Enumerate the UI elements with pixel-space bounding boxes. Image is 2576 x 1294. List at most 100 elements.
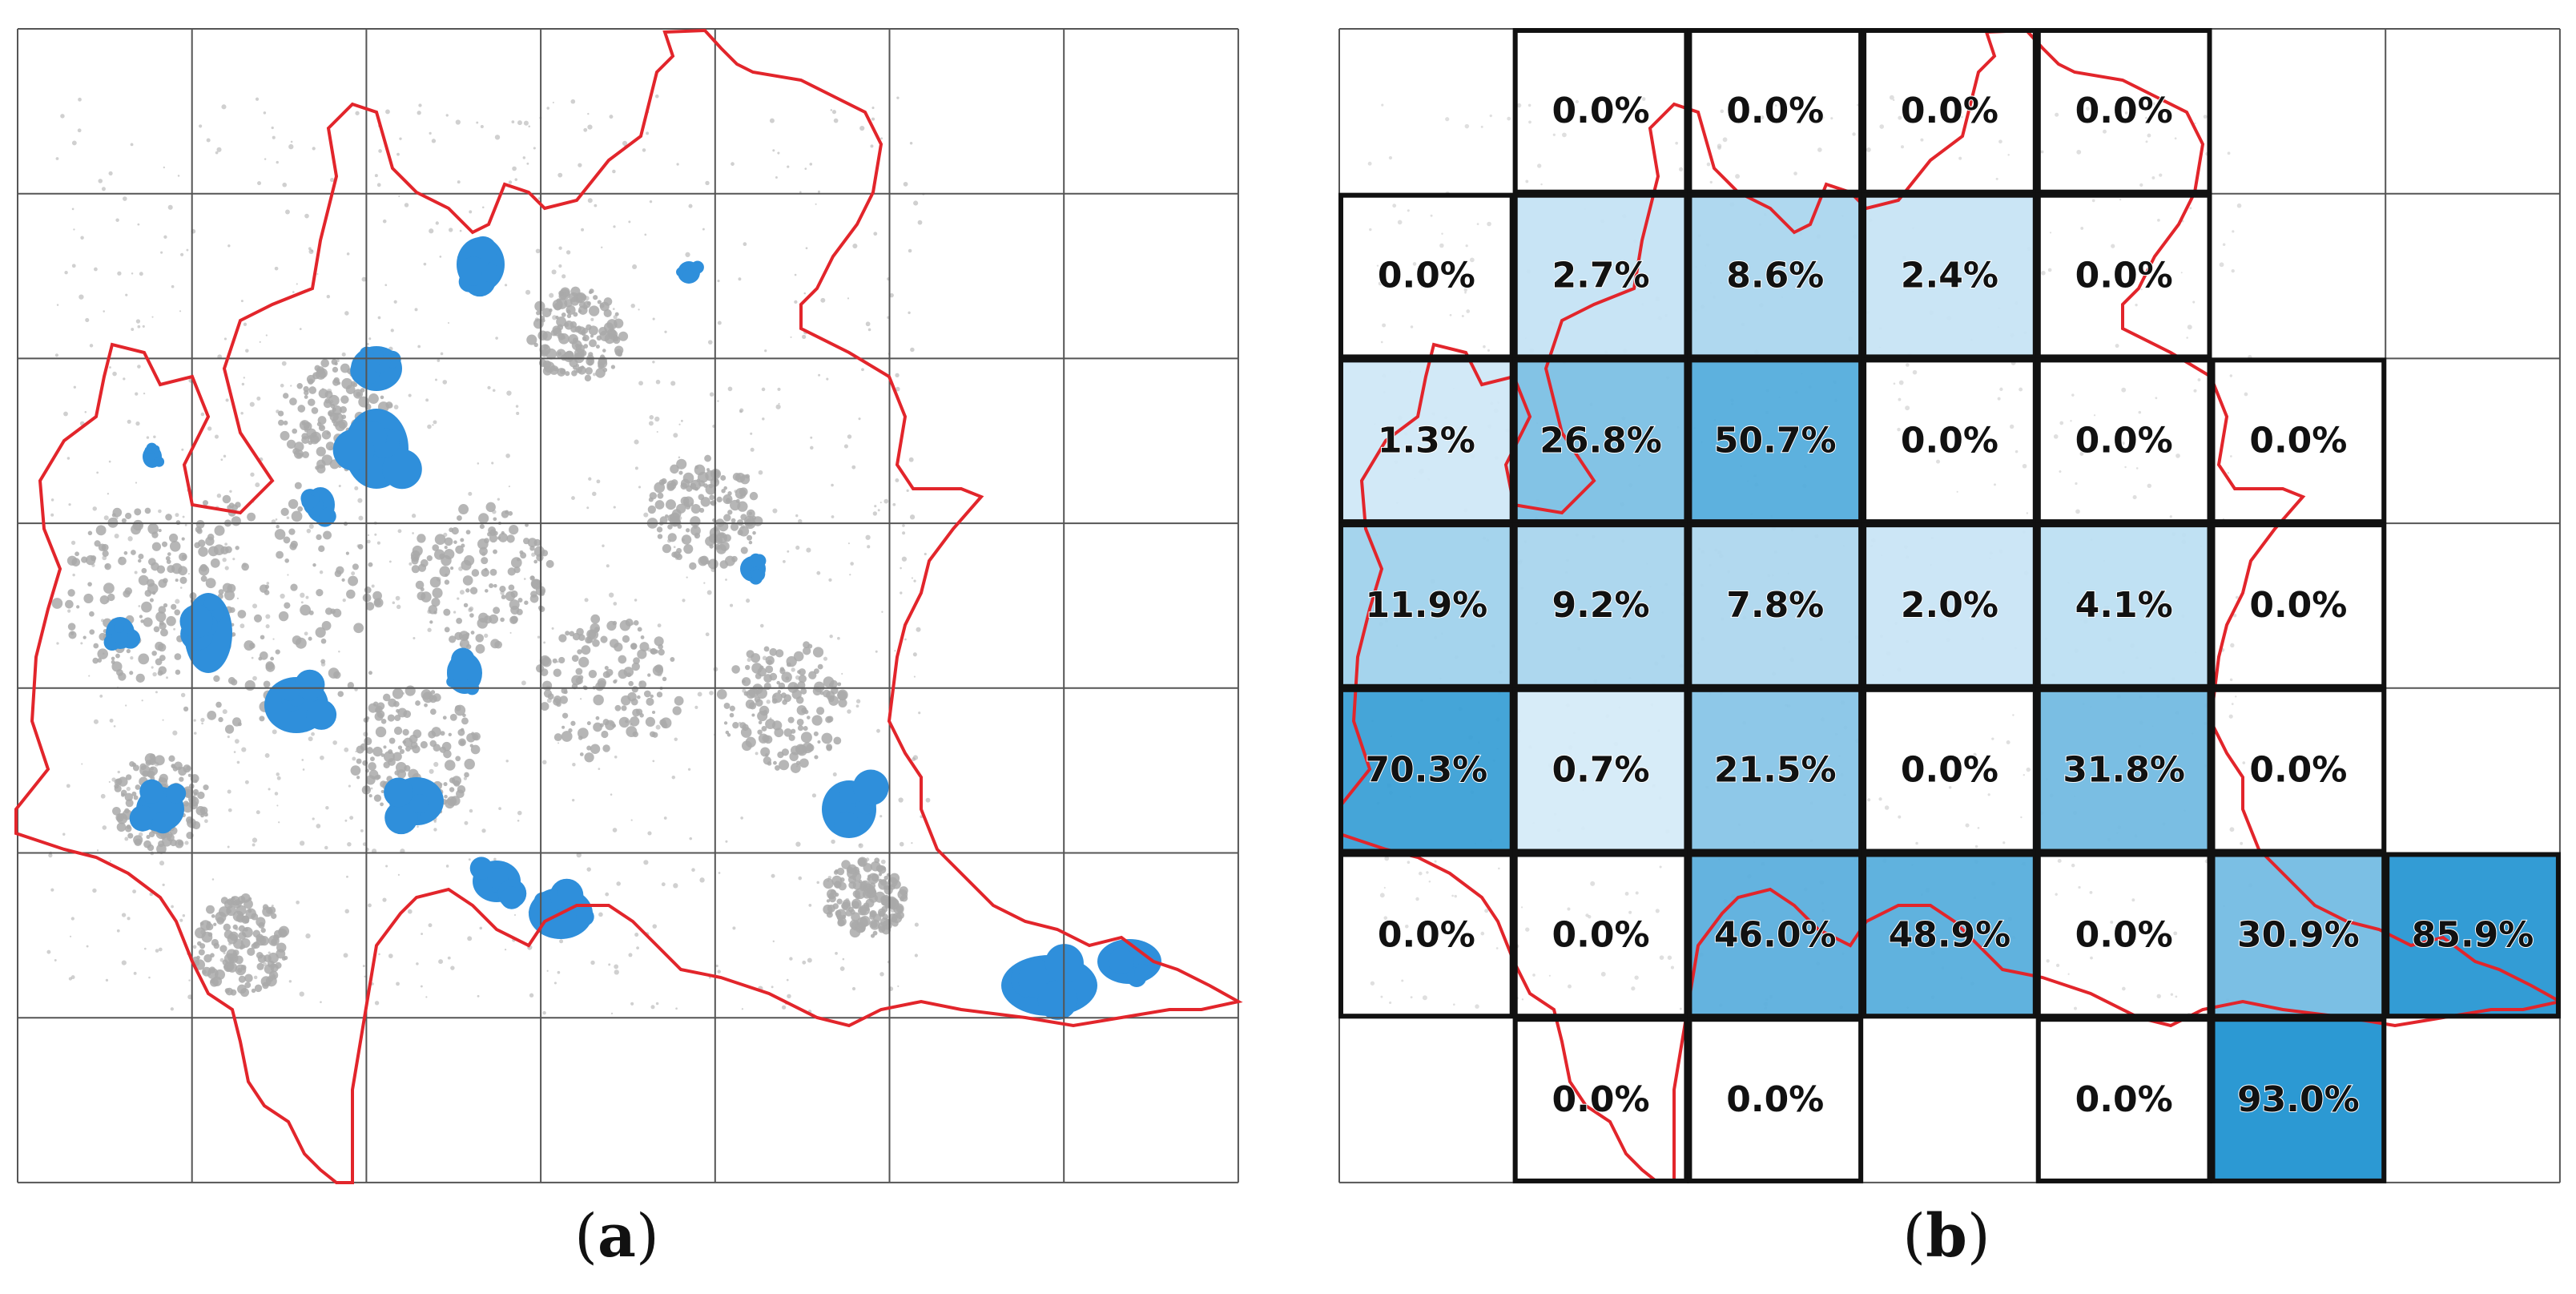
- cell-outline-22: [1512, 687, 1689, 854]
- panel-b-choropleth-cells: [1339, 193, 2560, 1183]
- cell-value-label: 93.0%: [2237, 1079, 2360, 1120]
- panel-b-cell-labels: 0.0% 0.0% 0.0% 0.0% 0.0% 2.7% 8.6% 2.4% 0.0% 1.3%…: [1365, 90, 2535, 1121]
- cell-outline-37: [2210, 1017, 2387, 1183]
- choropleth-cell-16: [1513, 523, 1688, 688]
- cell-value-label: 9.2%: [1552, 585, 1650, 626]
- cell-outline-20: [2210, 522, 2387, 689]
- cell-outline-32: [2210, 852, 2387, 1019]
- choropleth-cell-33: [2385, 853, 2560, 1018]
- cell-value-label: 2.7%: [1552, 256, 1650, 296]
- cell-value-label: 46.0%: [1714, 914, 1837, 955]
- choropleth-cell-7: [1862, 193, 2037, 359]
- cell-value-label: 21.5%: [1714, 750, 1837, 791]
- panel-b-region-boundary: [1339, 29, 2560, 1183]
- cell-value-label: 0.0%: [2075, 256, 2173, 296]
- cell-outline-25: [2035, 687, 2212, 854]
- cell-outline-19: [2035, 522, 2212, 689]
- cell-outline-1: [1687, 28, 1864, 195]
- panel-a-region-boundary: [14, 28, 1243, 1184]
- cell-value-label: 0.0%: [1726, 91, 1824, 131]
- cell-outline-6: [1687, 192, 1864, 360]
- cell-value-label: 48.9%: [1889, 914, 2011, 955]
- cell-outline-34: [1512, 1017, 1689, 1183]
- choropleth-cell-30: [1862, 853, 2037, 1018]
- panel-b-map: 0.0% 0.0% 0.0% 0.0% 0.0% 2.7% 8.6% 2.4% 0.0% 1.3%…: [1338, 28, 2561, 1183]
- cell-value-label: 30.9%: [2237, 914, 2360, 955]
- choropleth-cell-15: [1339, 523, 1514, 688]
- cell-value-label: 0.0%: [1901, 750, 1998, 791]
- choropleth-cell-18: [1862, 523, 2037, 688]
- panel-b-cell-outlines: [1338, 28, 2561, 1183]
- cell-outline-29: [1687, 852, 1864, 1019]
- cell-value-label: 0.0%: [2075, 91, 2173, 131]
- cell-value-label: 31.8%: [2063, 750, 2185, 791]
- choropleth-cell-9: [1339, 358, 1514, 524]
- cell-value-label: 70.3%: [1366, 750, 1488, 791]
- cell-outline-7: [1862, 192, 2038, 360]
- cell-outline-8: [2035, 192, 2212, 360]
- cell-value-label: 0.0%: [1726, 1079, 1824, 1120]
- cell-outline-5: [1512, 192, 1689, 360]
- cell-outline-21: [1338, 687, 1515, 854]
- cell-outline-18: [1862, 522, 2038, 689]
- panel-a-caption: (a): [574, 1202, 659, 1271]
- cell-outline-28: [1512, 852, 1689, 1019]
- choropleth-cell-10: [1513, 358, 1688, 524]
- choropleth-cell-22: [1513, 687, 1688, 853]
- cell-value-label: 0.0%: [2075, 420, 2173, 461]
- cell-value-label: 0.0%: [2249, 750, 2347, 791]
- cell-value-label: 7.8%: [1726, 585, 1824, 626]
- cell-value-label: 0.0%: [1552, 91, 1650, 131]
- cell-value-label: 0.0%: [1378, 914, 1475, 955]
- cell-value-label: 0.7%: [1552, 750, 1650, 791]
- cell-value-label: 26.8%: [1540, 420, 1662, 461]
- cell-value-label: 50.7%: [1714, 420, 1837, 461]
- cell-value-label: 0.0%: [1552, 1079, 1650, 1120]
- choropleth-cell-5: [1513, 193, 1688, 359]
- cell-outline-15: [1338, 522, 1515, 689]
- cell-outline-10: [1512, 357, 1689, 525]
- cell-outline-4: [1338, 192, 1515, 360]
- cell-outline-31: [2035, 852, 2212, 1019]
- cell-outline-26: [2210, 687, 2387, 854]
- panel-a-blue-patches: [103, 236, 1161, 1020]
- cell-outline-17: [1687, 522, 1864, 689]
- choropleth-cell-6: [1688, 193, 1863, 359]
- cell-value-label: 85.9%: [2412, 914, 2534, 955]
- choropleth-cell-25: [2036, 687, 2212, 853]
- cell-value-label: 1.3%: [1378, 420, 1475, 461]
- cell-value-label: 2.0%: [1901, 585, 1998, 626]
- cell-outline-0: [1512, 28, 1689, 195]
- cell-value-label: 8.6%: [1726, 256, 1824, 296]
- choropleth-cell-11: [1688, 358, 1863, 524]
- cell-outline-2: [1862, 28, 2038, 195]
- cell-outline-27: [1338, 852, 1515, 1019]
- cell-outline-36: [2035, 1017, 2212, 1183]
- cell-outline-30: [1862, 852, 2038, 1019]
- choropleth-cell-23: [1688, 687, 1863, 853]
- choropleth-cell-19: [2036, 523, 2212, 688]
- cell-value-label: 0.0%: [1378, 256, 1475, 296]
- cell-outline-3: [2035, 28, 2212, 195]
- cell-value-label: 0.0%: [2249, 420, 2347, 461]
- cell-outline-24: [1862, 687, 2038, 854]
- panel-b-caption: (b): [1902, 1202, 1990, 1271]
- cell-outline-23: [1687, 687, 1864, 854]
- choropleth-cell-17: [1688, 523, 1863, 688]
- cell-value-label: 11.9%: [1366, 585, 1488, 626]
- choropleth-cell-32: [2211, 853, 2386, 1018]
- cell-outline-33: [2385, 852, 2561, 1019]
- cell-outline-11: [1687, 357, 1864, 525]
- cell-value-label: 0.0%: [2075, 914, 2173, 955]
- panel-a-map: [14, 28, 1243, 1184]
- cell-value-label: 4.1%: [2075, 585, 2173, 626]
- cell-value-label: 0.0%: [1901, 420, 1998, 461]
- cell-value-label: 0.0%: [2249, 585, 2347, 626]
- cell-outline-13: [2035, 357, 2212, 525]
- choropleth-cell-37: [2211, 1018, 2386, 1183]
- cell-value-label: 2.4%: [1901, 256, 1998, 296]
- cell-outline-16: [1512, 522, 1689, 689]
- cell-value-label: 0.0%: [1552, 914, 1650, 955]
